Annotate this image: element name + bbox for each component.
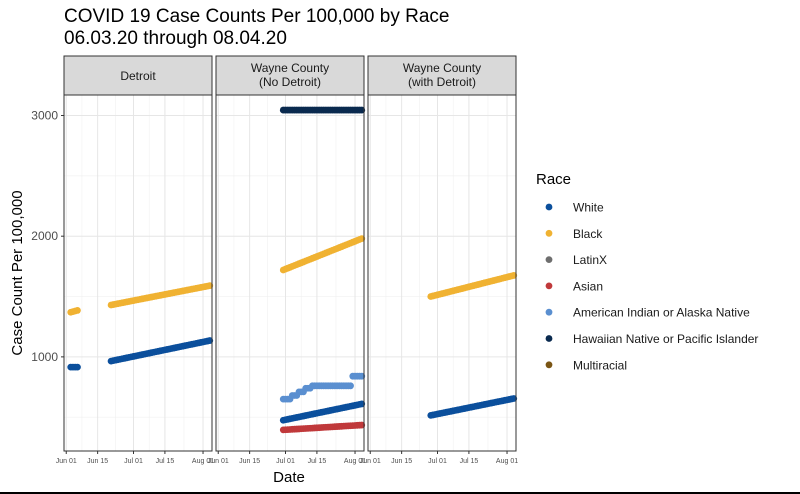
series-black [67,282,214,316]
x-tick-label: Jul 01 [428,458,447,465]
data-point [358,421,366,429]
legend-item: Asian [545,279,603,293]
facet-strip [215,55,365,96]
legend-key [545,308,553,316]
series-black [279,235,366,274]
x-tick-label: Jul 15 [156,458,175,465]
facet-strip [63,55,213,96]
bottom-rule [0,492,800,494]
legend-label: LatinX [573,253,607,267]
panel-border [215,94,365,452]
chart-title-line1: COVID 19 Case Counts Per 100,000 by Race [64,6,450,27]
legend-label: American Indian or Alaska Native [573,306,750,320]
legend-key [545,256,553,263]
data-point [74,307,81,314]
x-tick-label: Jun 01 [56,458,77,465]
legend-item: White [545,201,604,215]
facet-strip-label: Detroit [120,69,156,83]
plot-background [216,95,364,451]
data-point [510,272,518,279]
chart-title-line2: 06.03.20 through 08.04.20 [64,28,287,49]
x-tick-label: Jun 15 [391,458,412,465]
facet-panel-1: Detroit Jun 01 Jun 15 Jul 01 Jul 15 Aug 01 [56,55,214,465]
x-tick-label: Jun 01 [360,458,381,465]
data-point [74,363,81,371]
x-tick-label: Jul 15 [460,458,479,465]
legend-item: American Indian or Alaska Native [545,306,750,320]
legend-label: Black [573,227,603,241]
series-white [427,395,518,419]
legend-key [545,282,553,290]
legend-label: Hawaiian Native or Pacific Islander [573,332,758,346]
panel-border [367,94,517,452]
y-tick-label: 3000 [31,109,58,123]
data-point [358,400,366,408]
series-hawaiian-native-or-pacific-islander [279,106,366,114]
x-tick-label: Aug 01 [192,458,214,465]
x-tick-label: Jul 15 [308,458,327,465]
legend-item: Multiracial [545,358,627,372]
data-point [347,382,354,390]
series-white [67,337,214,371]
data-point [358,235,366,243]
legend-title: Race [536,171,571,188]
series-white [279,400,366,424]
series-asian [279,421,366,434]
series-american-indian-or-alaska-native [279,372,366,403]
legend-label: White [573,201,604,215]
x-tick-label: Jun 15 [239,458,260,465]
legend-label: Asian [573,279,603,293]
facet-strip-sublabel: (with Detroit) [408,75,476,89]
facet-strip-label: Wayne County [403,61,481,75]
data-point [358,106,366,114]
plot-background [368,95,516,451]
legend-item: Black [545,227,603,241]
y-axis-title: Case Count Per 100,000 [9,190,26,355]
x-tick-label: Jul 01 [124,458,143,465]
legend-key [545,229,553,237]
legend-key [545,361,553,369]
legend-key [545,335,553,342]
facet-strip [367,55,517,96]
x-tick-label: Jun 15 [87,458,108,465]
x-tick-label: Aug 01 [344,458,366,465]
legend-item: Hawaiian Native or Pacific Islander [545,332,758,346]
facet-panel-3: Wayne County(with Detroit) Jun 01 Jun 15 Ju… [360,55,518,465]
y-tick-label: 2000 [31,229,58,243]
data-point [510,395,518,402]
legend-key [545,203,553,211]
y-tick-label: 1000 [31,350,58,364]
legend-item: LatinX [545,253,607,267]
x-tick-label: Jul 01 [276,458,295,465]
x-axis-title: Date [273,469,305,486]
x-tick-label: Jun 01 [208,458,229,465]
facet-panel-2: Wayne County(No Detroit) Jun 01 Jun 15 Jul … [208,55,366,465]
facet-strip-sublabel: (No Detroit) [259,75,321,89]
panel-border [63,94,213,452]
x-tick-label: Aug 01 [496,458,518,465]
legend-label: Multiracial [573,358,627,372]
chart-title: COVID 19 Case Counts Per 100,000 by Race… [64,6,449,50]
data-point [206,282,214,290]
series-black [427,272,518,300]
facet-strip-label: Wayne County [251,61,329,75]
data-point [358,372,366,380]
data-point [206,337,214,344]
plot-background [64,95,212,451]
